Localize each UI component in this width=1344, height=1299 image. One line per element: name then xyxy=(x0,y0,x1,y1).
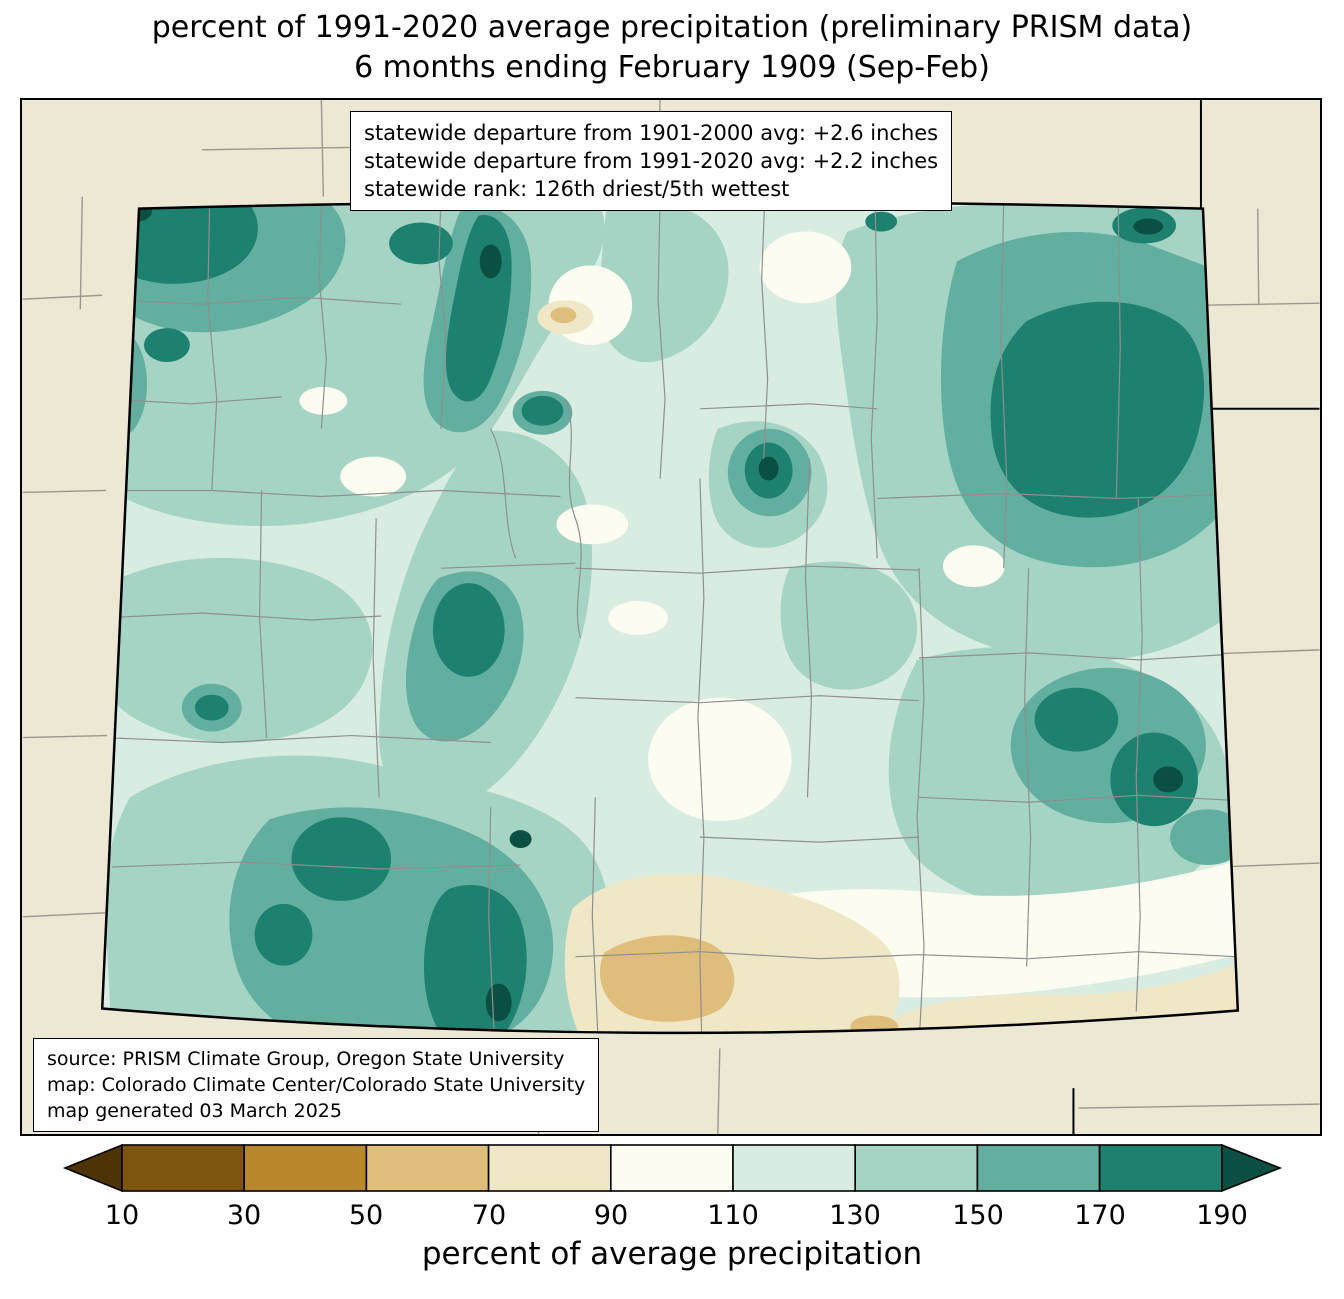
colorbar-segment-130-150 xyxy=(854,1144,979,1192)
tick-70: 70 xyxy=(471,1200,507,1231)
colorbar-segment-90-110 xyxy=(609,1144,734,1192)
colorbar-scale xyxy=(62,1143,1283,1193)
title-line-2: 6 months ending February 1909 (Sep-Feb) xyxy=(354,50,990,85)
stats-line-3: statewide rank: 126th driest/5th wettest xyxy=(364,177,790,201)
colorbar-segment-70-90 xyxy=(487,1144,612,1192)
colorbar-segment-10-30 xyxy=(121,1144,245,1192)
colorbar-segment-30-50 xyxy=(243,1144,368,1192)
stats-line-1: statewide departure from 1901-2000 avg: … xyxy=(364,121,939,145)
colorbar-label: percent of average precipitation xyxy=(421,1236,923,1272)
tick-150: 150 xyxy=(952,1200,1004,1231)
precip-contours xyxy=(102,201,1238,1033)
tick-110: 110 xyxy=(707,1200,759,1231)
source-line-3: map generated 03 March 2025 xyxy=(47,1100,342,1122)
colorbar-segment-170-190 xyxy=(1098,1144,1223,1192)
colorbar-segment-110-130 xyxy=(732,1144,856,1192)
tick-10: 10 xyxy=(104,1200,140,1231)
stats-line-2: statewide departure from 1991-2020 avg: … xyxy=(364,149,939,173)
colorbar-segment-50-70 xyxy=(365,1144,490,1192)
map-area: statewide departure from 1901-2000 avg: … xyxy=(20,98,1322,1136)
title-line-1: percent of 1991-2020 average precipitati… xyxy=(151,10,1193,45)
colorbar-arrow-over-190 xyxy=(1221,1143,1283,1193)
tick-50: 50 xyxy=(348,1200,384,1231)
source-line-1: source: PRISM Climate Group, Oregon Stat… xyxy=(47,1048,565,1070)
page-title: percent of 1991-2020 average precipitati… xyxy=(0,8,1344,88)
tick-190: 190 xyxy=(1196,1200,1248,1231)
tick-30: 30 xyxy=(226,1200,262,1231)
tick-90: 90 xyxy=(593,1200,629,1231)
neighbor-state-borders xyxy=(1072,100,1320,1134)
colorbar-segment-150-170 xyxy=(976,1144,1101,1192)
county-lines xyxy=(102,201,1238,1033)
colorbar: 10 30 50 70 90 110 130 150 170 190 perce… xyxy=(0,1142,1344,1272)
contour-over-190 xyxy=(112,201,1184,1022)
colorado-precip-map xyxy=(22,100,1320,1134)
source-box: source: PRISM Climate Group, Oregon Stat… xyxy=(33,1038,600,1132)
tick-170: 170 xyxy=(1074,1200,1126,1231)
colorbar-arrow-under-10 xyxy=(62,1143,123,1193)
stats-box: statewide departure from 1901-2000 avg: … xyxy=(350,111,953,211)
tick-130: 130 xyxy=(829,1200,881,1231)
source-line-2: map: Colorado Climate Center/Colorado St… xyxy=(47,1074,586,1096)
colorbar-ticks: 10 30 50 70 90 110 130 150 170 190 xyxy=(0,1194,1344,1232)
